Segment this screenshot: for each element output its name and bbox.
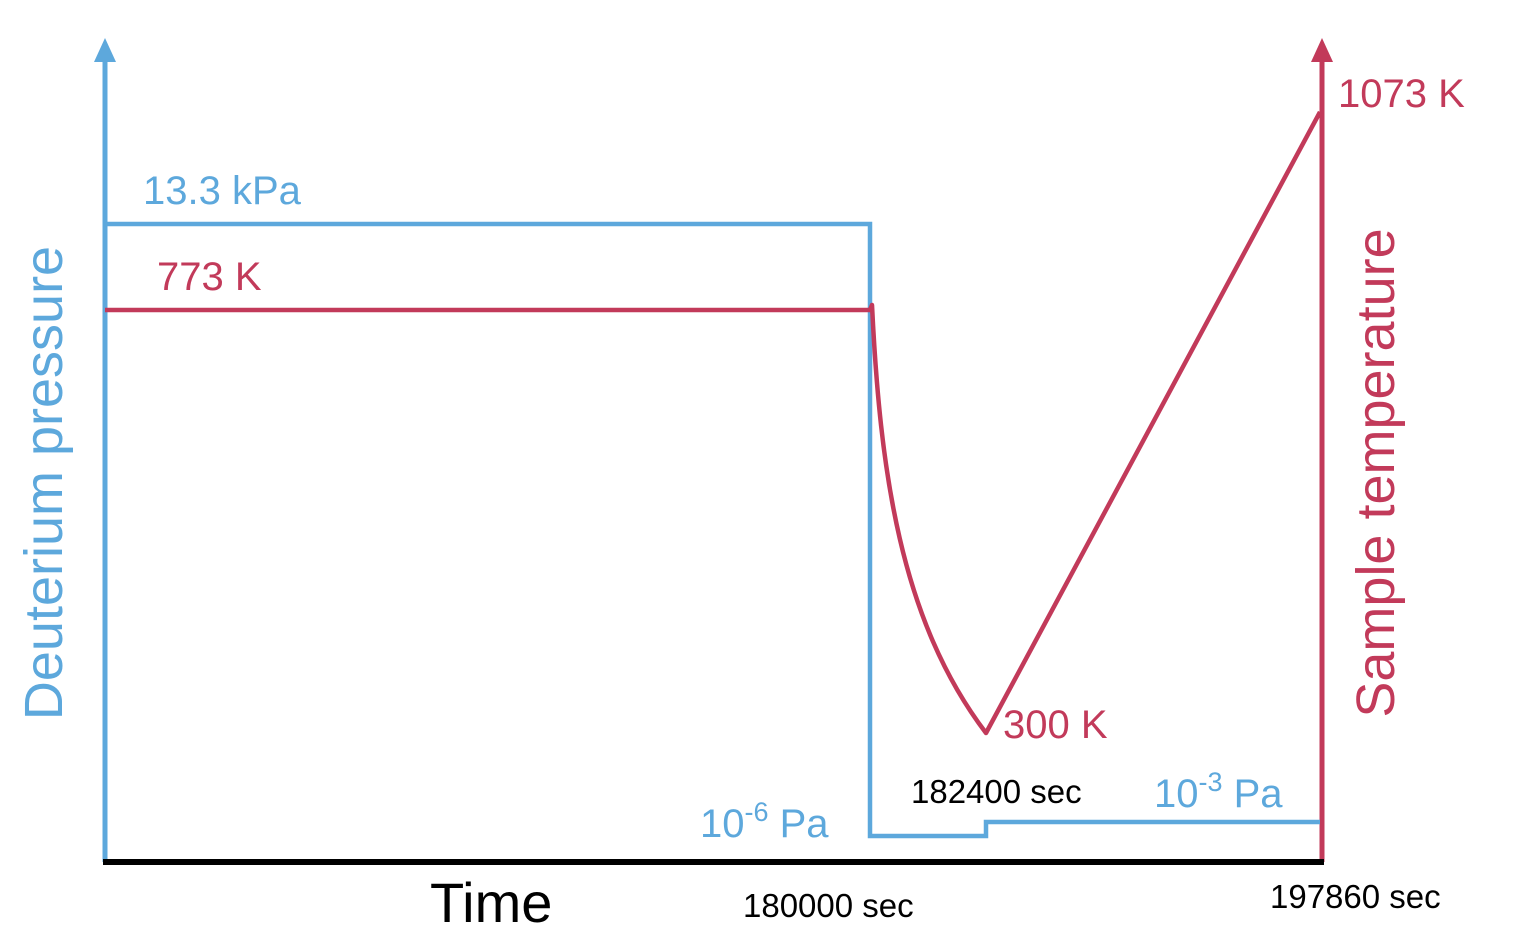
time-label-182400: 182400 sec [911, 773, 1082, 810]
temperature-max-label: 1073 K [1338, 72, 1465, 116]
temperature-hold-label: 773 K [157, 255, 262, 299]
pressure-high-label: 13.3 kPa [143, 169, 302, 213]
right-axis-title: Sample temperature [1346, 228, 1406, 717]
pressure-low-exponent: -6 [745, 797, 769, 827]
pressure-mid-base: 10 [1154, 772, 1199, 816]
pressure-profile-line [105, 221, 1320, 839]
pressure-mid-unit: Pa [1223, 772, 1284, 816]
temperature-profile-line [105, 110, 1322, 736]
pressure-low-label: 10-6 Pa [700, 797, 829, 846]
time-label-197860: 197860 sec [1270, 878, 1441, 915]
time-label-180000: 180000 sec [743, 887, 914, 924]
right-axis-arrow-icon [1311, 38, 1333, 62]
pressure-low-base: 10 [700, 802, 745, 846]
pressure-low-unit: Pa [769, 802, 830, 846]
pressure-mid-label: 10-3 Pa [1154, 767, 1283, 816]
left-axis-title: Deuterium pressure [14, 246, 74, 720]
x-axis-title: Time [430, 871, 552, 930]
temperature-min-label: 300 K [1003, 703, 1108, 747]
pressure-mid-exponent: -3 [1199, 767, 1223, 797]
left-axis-arrow-icon [94, 38, 116, 62]
